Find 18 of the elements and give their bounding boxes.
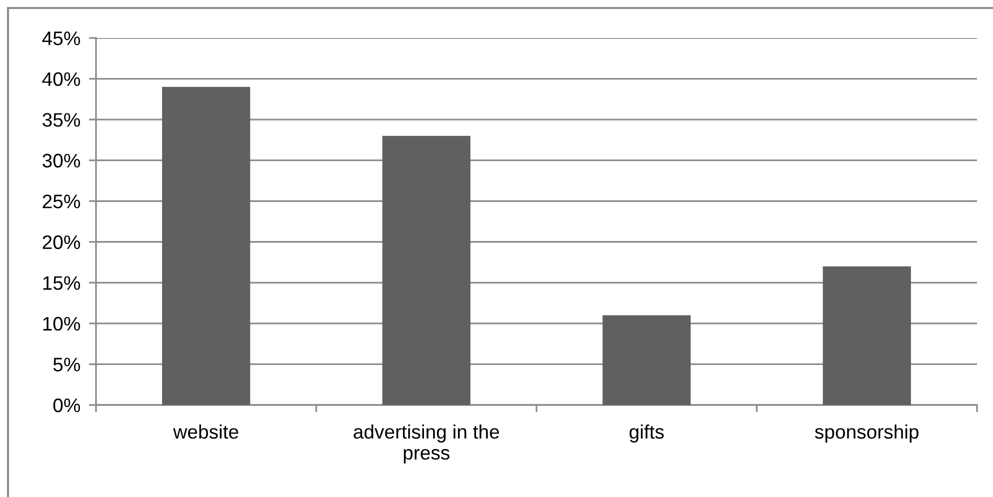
y-tick-label: 45% — [42, 32, 80, 46]
bar — [382, 136, 470, 405]
y-tick-label: 30% — [42, 154, 80, 168]
y-tick-label: 35% — [42, 113, 80, 127]
y-tick-label: 0% — [53, 398, 80, 412]
y-tick-label: 5% — [53, 358, 80, 372]
bar — [602, 315, 691, 405]
y-tick-label: 20% — [42, 235, 80, 250]
y-tick-label: 15% — [43, 276, 80, 290]
x-tick-label: website — [173, 424, 238, 439]
x-tick-label: sponsorship — [814, 424, 918, 443]
bar — [822, 266, 911, 405]
x-tick-label: advertising in the press — [354, 424, 500, 464]
bar — [162, 86, 250, 405]
y-tick-label: 10% — [43, 316, 80, 331]
x-tick-label: gifts — [630, 424, 664, 443]
y-tick-label: 25% — [42, 194, 80, 208]
y-tick-label: 40% — [42, 72, 80, 86]
